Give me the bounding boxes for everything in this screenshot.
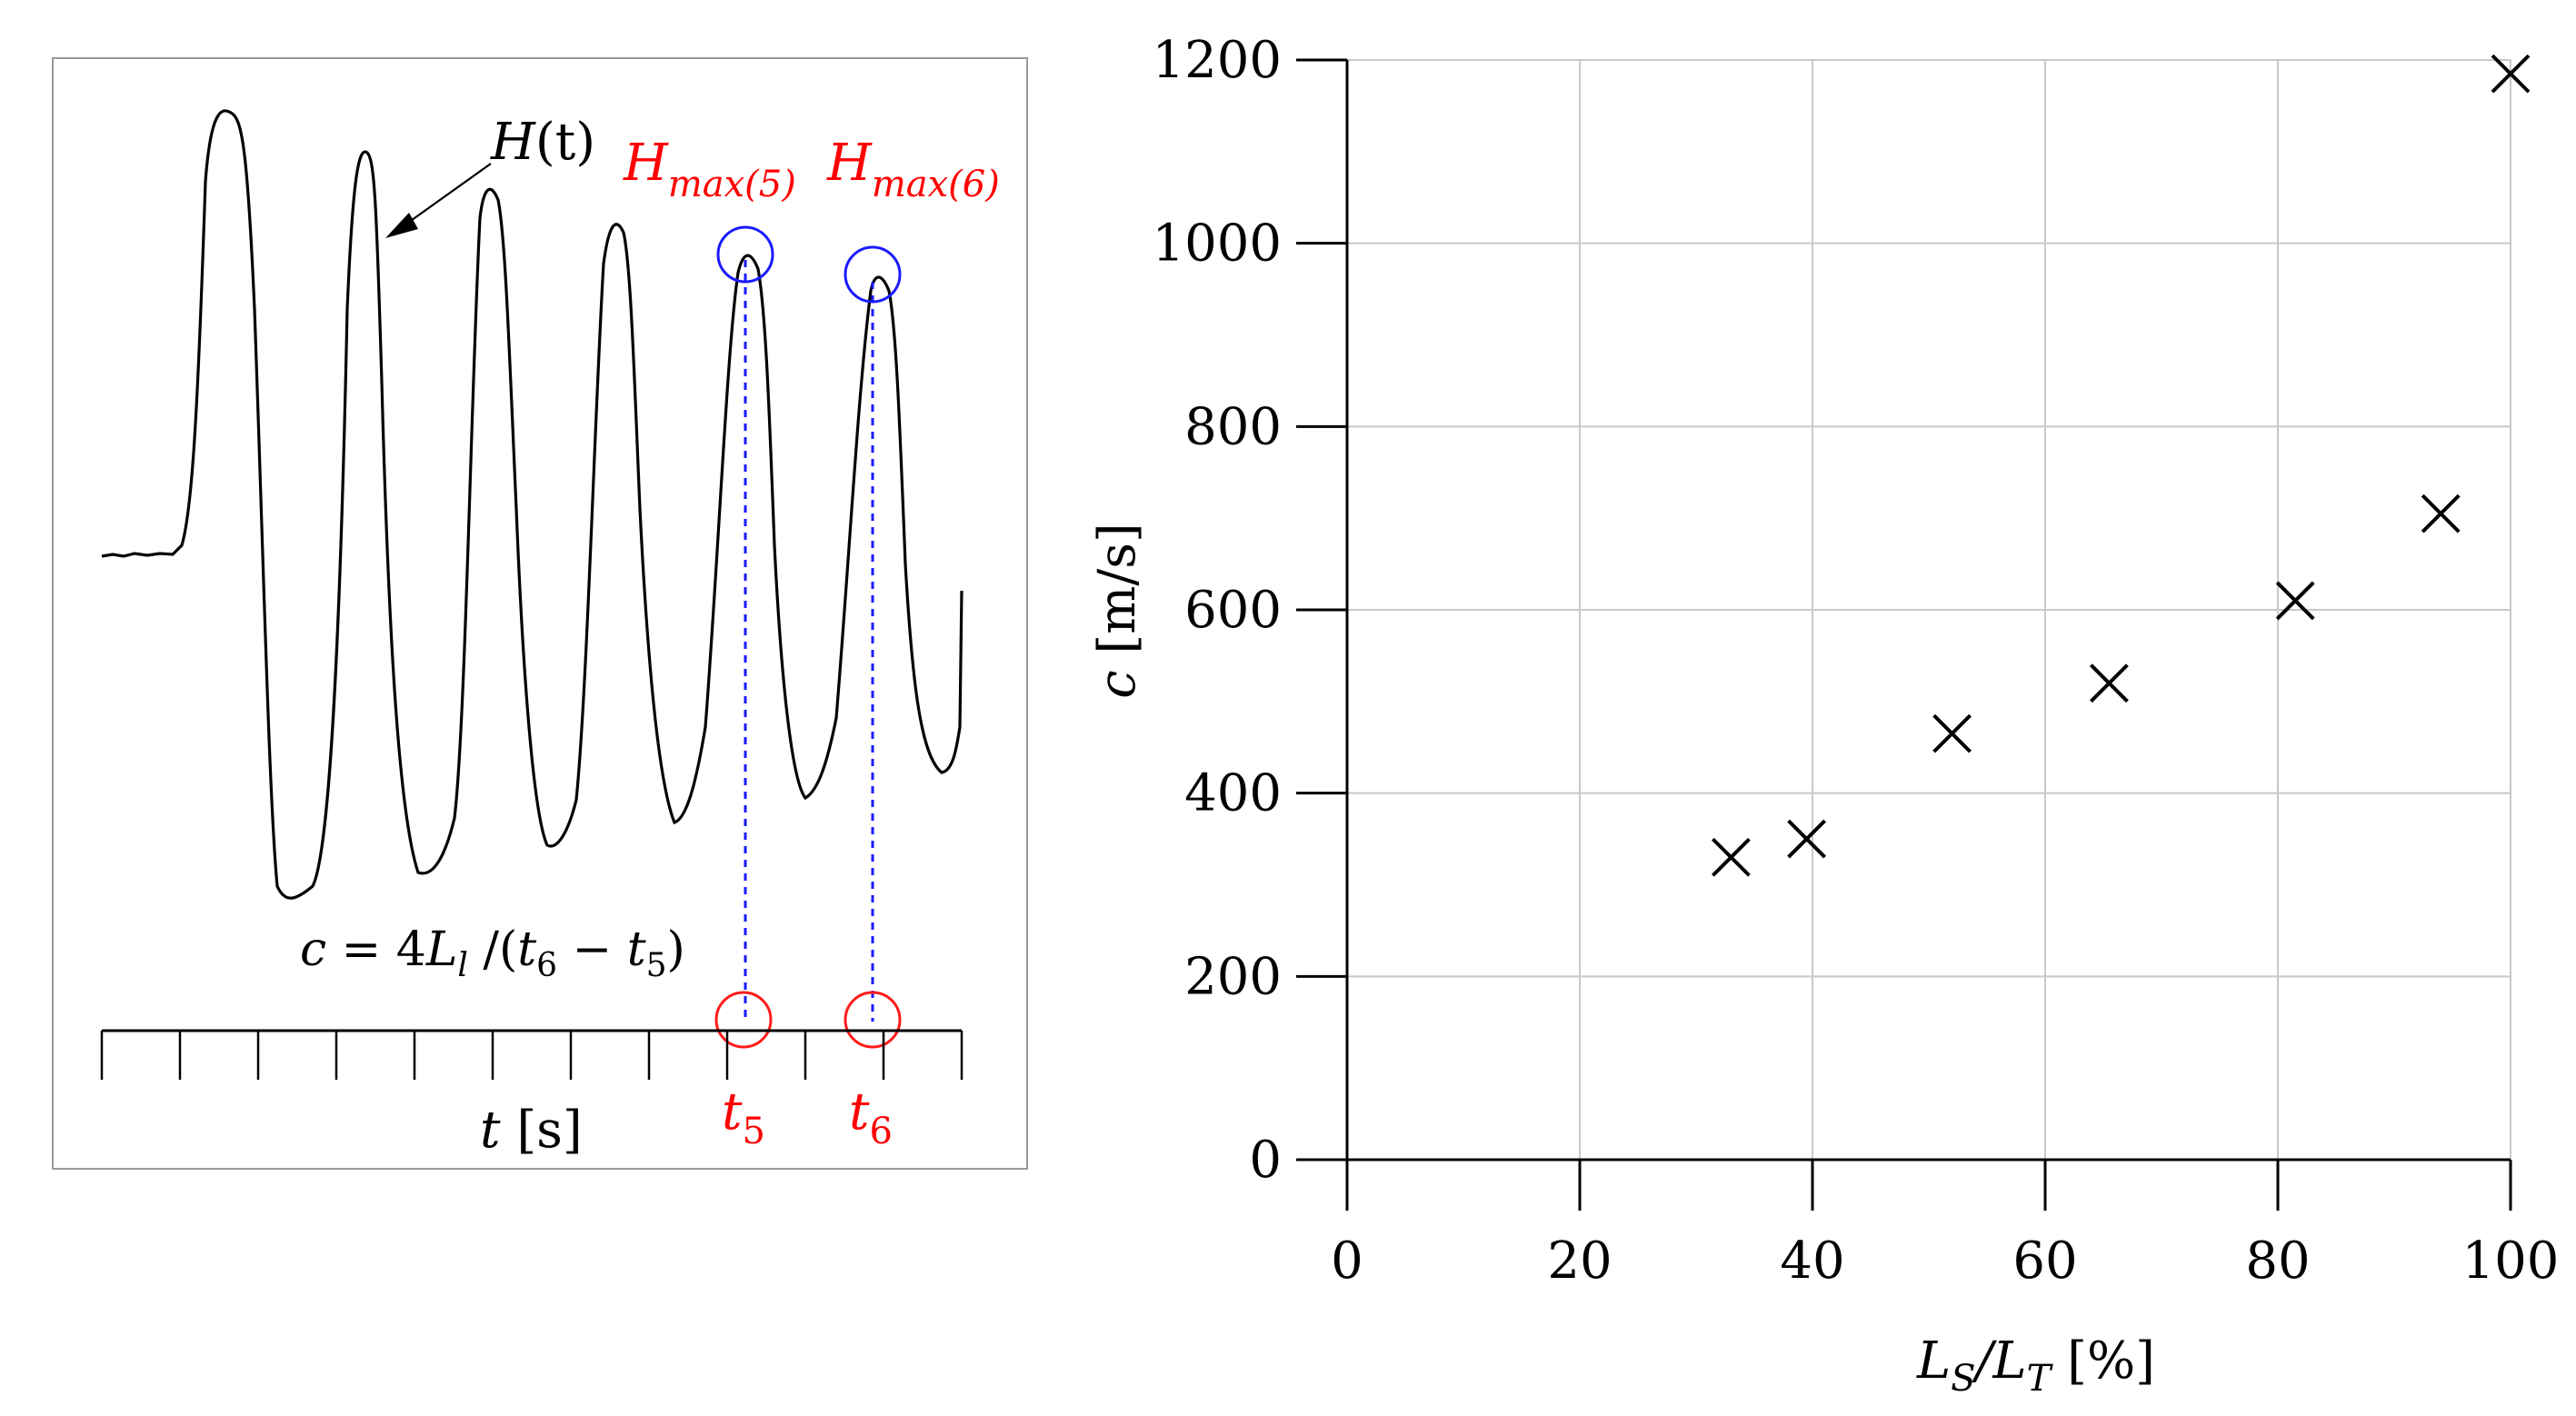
y-tick-label: 200 [1184,947,1282,1006]
chart-points [1711,54,2531,877]
left-panel: H(t) Hmax(5) Hmax(6) c = 4Ll /(t6 − t5) … [52,57,1028,1170]
y-axis-label: c [m/s] [1088,523,1147,699]
label-arrow-head [385,213,418,238]
left-panel-frame [52,57,1028,1170]
data-point [2491,54,2531,94]
x-tick-label: 20 [1547,1232,1612,1291]
y-tick-label: 600 [1184,581,1282,640]
time-axis-label: t [s] [480,1101,583,1160]
x-tick-label: 0 [1331,1232,1363,1291]
peak6-label: Hmax(6) [826,134,1000,205]
data-point [2089,663,2129,703]
curve-label: H(t) [490,113,595,172]
data-point [2421,494,2461,533]
label-arrow-line [401,163,492,228]
y-tick-label: 1200 [1152,31,1282,90]
t6-marker [844,991,902,1049]
x-tick-label: 40 [1780,1232,1844,1291]
y-tick-label: 800 [1184,397,1282,456]
y-tick-label: 400 [1184,764,1282,823]
t5-label: t5 [722,1082,765,1152]
time-axis-ticks [100,1031,964,1080]
t5-marker [714,991,773,1049]
y-tick-label: 0 [1249,1131,1282,1190]
speed-formula: c = 4Ll /(t6 − t5) [300,922,685,984]
t6-label: t6 [849,1082,893,1152]
data-point [1787,819,1827,859]
chart-grid [1346,59,2511,1161]
chart-ticks [1296,58,2512,1211]
x-axis-label: LS/LT [%] [1916,1331,2155,1400]
x-tick-label: 60 [2012,1232,2077,1291]
time-axis [100,1029,964,1080]
data-point [1932,713,1972,753]
peak5-marker [716,225,774,284]
x-tick-label: 100 [2462,1232,2560,1291]
peak6-marker [844,245,902,304]
data-point [2275,581,2315,621]
data-point [1711,837,1751,877]
head-curve [101,109,964,900]
peak5-label: Hmax(5) [623,134,796,205]
y-tick-label: 1000 [1152,214,1282,274]
x-tick-label: 80 [2245,1232,2310,1291]
